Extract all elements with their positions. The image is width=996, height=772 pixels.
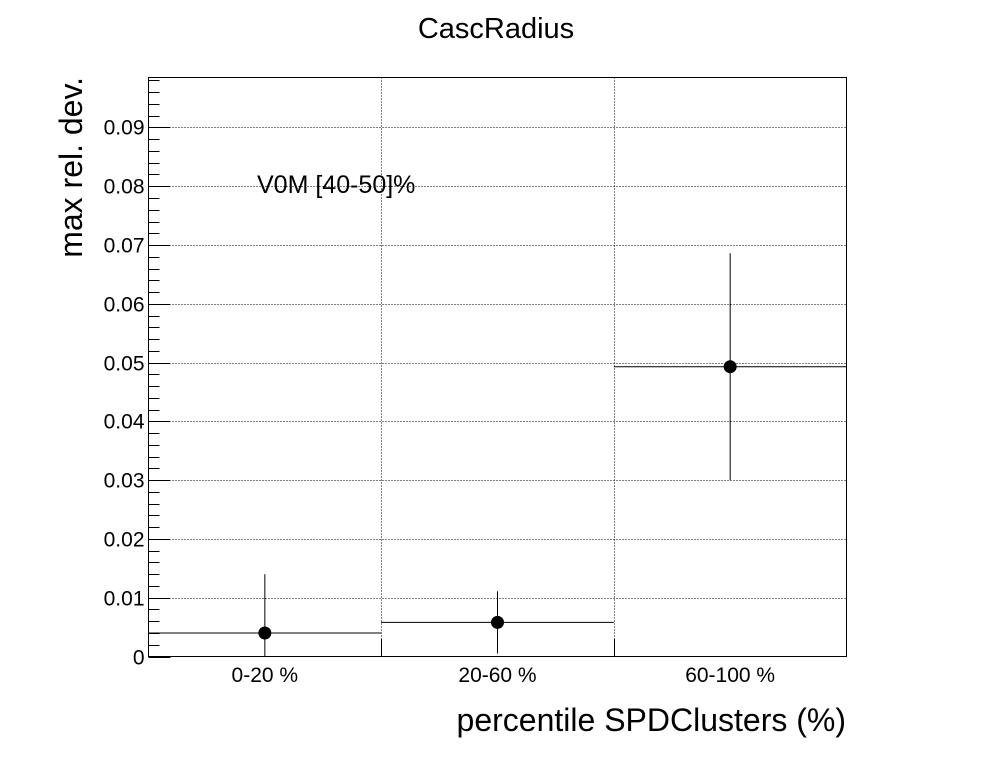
- plot-frame: [148, 77, 847, 657]
- y-tick-label: 0.02: [104, 529, 145, 552]
- data-point: [258, 626, 272, 640]
- data-point: [491, 615, 504, 629]
- y-axis-tick-labels: 0 0.01 0.02 0.03 0.04 0.05 0.06 0.07 0.08 0.09: [104, 117, 145, 670]
- y-tick-label: 0.07: [104, 235, 145, 258]
- y-axis-ticks: [148, 80, 615, 658]
- y-tick-label: 0.01: [104, 588, 145, 611]
- x-axis-label: percentile SPDClusters (%): [457, 702, 846, 738]
- annotation-label: V0M [40-50]%: [257, 171, 415, 199]
- chart-title: CascRadius: [418, 13, 574, 45]
- x-axis-category-labels: 0-20 % 20-60 % 60-100 %: [232, 664, 776, 687]
- y-tick-label: 0: [133, 647, 145, 670]
- y-tick-label: 0.04: [104, 411, 145, 434]
- data-point: [723, 360, 737, 374]
- x-category-label: 20-60 %: [458, 664, 536, 687]
- y-tick-label: 0.05: [104, 353, 145, 376]
- x-category-label: 60-100 %: [685, 664, 775, 687]
- data-series: [148, 253, 847, 657]
- y-tick-label: 0.09: [104, 117, 145, 140]
- y-tick-label: 0.06: [104, 294, 145, 317]
- x-category-label: 0-20 %: [232, 664, 299, 687]
- y-axis-label: max rel. dev.: [53, 77, 89, 258]
- y-tick-label: 0.08: [104, 176, 145, 199]
- y-tick-label: 0.03: [104, 470, 145, 493]
